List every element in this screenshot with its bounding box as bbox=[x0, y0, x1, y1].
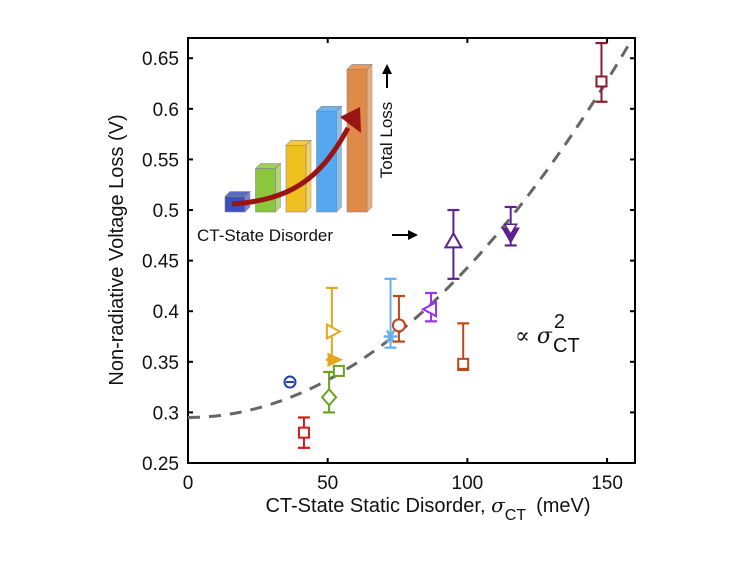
data-point-maroon-square bbox=[595, 41, 608, 103]
marker-circle bbox=[391, 318, 406, 333]
marker-triangle-down-outline bbox=[503, 223, 519, 236]
inset-bar-chart bbox=[224, 63, 418, 240]
proportional-symbol: ∝ bbox=[515, 324, 537, 349]
y-tick-label: 0.4 bbox=[153, 302, 180, 323]
x-tick-label: 150 bbox=[591, 473, 623, 494]
data-point-gold-triangle-right bbox=[325, 286, 342, 361]
data-point-lightblue-star bbox=[383, 277, 398, 349]
data-point-green-square bbox=[332, 364, 345, 377]
fit-curve bbox=[187, 42, 631, 419]
data-point-rust-circle bbox=[391, 294, 406, 343]
y-tick-label: 0.45 bbox=[142, 252, 179, 273]
marker-triangle-up bbox=[443, 231, 464, 249]
labels: Non-radiative Voltage Loss (V) CT-State … bbox=[106, 102, 591, 524]
axes: 0 50 100 150 0.25 0.3 0.35 0.4 0.45 0.5 0.55 0.6 0.6… bbox=[142, 37, 636, 494]
marker-star-arm bbox=[385, 329, 396, 344]
inset-bar bbox=[346, 63, 373, 213]
fit-curve-layer bbox=[187, 42, 631, 419]
x-tick-label: 100 bbox=[452, 473, 484, 494]
y-tick-label: 0.5 bbox=[153, 201, 179, 222]
marker-square bbox=[595, 75, 608, 88]
inset-bar bbox=[285, 139, 312, 213]
y-axis-label: Non-radiative Voltage Loss (V) bbox=[106, 114, 128, 385]
inset-trend-arrowhead bbox=[340, 107, 361, 133]
marker-square bbox=[297, 426, 310, 439]
inset-xlabel: CT-State Disorder bbox=[197, 226, 333, 245]
data-point-red-square bbox=[297, 416, 310, 449]
superscript-2: 2 bbox=[554, 311, 565, 333]
data-point-gold-filled-triangle bbox=[327, 352, 344, 367]
marker-triangle-left bbox=[420, 300, 438, 318]
y-tick-label: 0.55 bbox=[142, 150, 179, 171]
data-point-purple-triangle-down bbox=[501, 205, 520, 247]
data-point-violet-triangle-left bbox=[420, 291, 438, 323]
inset-bar-side bbox=[336, 105, 342, 213]
inset-ylabel: Total Loss bbox=[377, 102, 396, 179]
y-tick-label: 0.6 bbox=[153, 100, 179, 121]
marker-square bbox=[332, 364, 345, 377]
inset-trend-arrow bbox=[231, 126, 351, 207]
inset-y-arrowhead bbox=[382, 64, 392, 74]
x-axis-label-symbol: σ bbox=[491, 493, 506, 517]
x-tick-label: 50 bbox=[317, 473, 338, 494]
y-tick-label: 0.3 bbox=[153, 403, 179, 424]
inset-bar-front bbox=[255, 168, 276, 213]
x-axis-label-sub: CT bbox=[505, 507, 527, 524]
x-axis-label: CT-State Static Disorder, σCT (meV) bbox=[265, 493, 590, 524]
x-axis-label-text: CT-State Static Disorder, bbox=[265, 495, 491, 517]
inset-bar-front bbox=[285, 145, 307, 213]
proportional-annotation: ∝ σ2 CT bbox=[515, 311, 580, 357]
data-point-blue-theta bbox=[283, 375, 297, 389]
inset-bar-side bbox=[275, 162, 281, 213]
data-points bbox=[283, 41, 608, 449]
inset-bar-side bbox=[366, 63, 373, 213]
y-tick-label: 0.35 bbox=[142, 353, 179, 374]
plot-frame bbox=[187, 37, 636, 464]
marker-square bbox=[457, 357, 470, 370]
data-point-rust-square bbox=[457, 322, 470, 372]
y-tick-label: 0.65 bbox=[142, 49, 179, 70]
data-point-green-diamond bbox=[320, 370, 338, 414]
marker-triangle-right bbox=[325, 322, 342, 341]
x-axis-label-unit: (meV) bbox=[536, 495, 590, 517]
marker-triangle-right-filled bbox=[327, 352, 344, 367]
inset-x-arrowhead bbox=[408, 230, 418, 240]
data-point-purple-triangle-up bbox=[443, 208, 464, 280]
x-tick-label: 0 bbox=[183, 473, 194, 494]
sigma-symbol: σ bbox=[537, 324, 553, 349]
subscript-ct: CT bbox=[553, 335, 580, 357]
y-tick-label: 0.25 bbox=[142, 454, 179, 475]
inset-bar-front bbox=[346, 69, 368, 213]
marker-diamond bbox=[320, 387, 338, 407]
inset-bar bbox=[254, 162, 282, 213]
